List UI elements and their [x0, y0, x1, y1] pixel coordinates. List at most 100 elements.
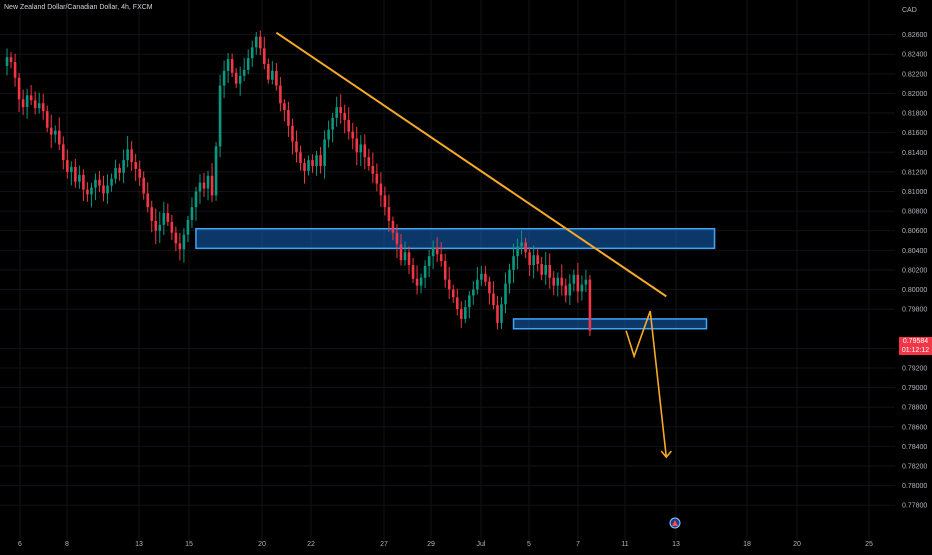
price-tick-label: 0.78600: [902, 424, 927, 431]
candle-body: [21, 99, 25, 108]
candle-body: [134, 162, 137, 169]
candle-body: [5, 57, 9, 66]
candle-body: [427, 256, 431, 266]
candle-body: [391, 220, 395, 233]
candle-body: [508, 269, 511, 284]
time-tick-label: 20: [258, 541, 266, 548]
price-tick-label: 0.81800: [902, 111, 927, 118]
candle-body: [371, 165, 375, 174]
candle-body: [258, 36, 262, 49]
candle-body: [170, 221, 174, 233]
candle-body: [206, 175, 210, 189]
candle-body: [110, 178, 113, 186]
price-tick-label: 0.80400: [902, 248, 927, 255]
candle-body: [210, 175, 214, 196]
candle-body: [496, 305, 499, 323]
candle-body: [387, 207, 391, 221]
candle-body: [560, 277, 564, 286]
price-axis-currency: CAD: [902, 7, 917, 14]
candle-body: [379, 183, 383, 196]
candle-body: [476, 279, 479, 290]
candle-body: [94, 179, 97, 188]
price-tick-label: 0.80200: [902, 267, 927, 274]
countdown-label: 01:12:12: [901, 347, 930, 354]
candle-body: [126, 149, 129, 161]
annotations: [275, 31, 672, 459]
candle-body: [174, 232, 178, 244]
candle-body: [423, 265, 427, 278]
price-tick-label: 0.82400: [902, 52, 927, 59]
candle-body: [568, 283, 572, 296]
time-tick-label: 29: [427, 541, 435, 548]
candle-body: [263, 48, 266, 65]
candle-body: [455, 297, 459, 310]
candle-body: [327, 129, 330, 140]
candle-body: [118, 167, 121, 173]
price-tick-label: 0.80600: [902, 228, 927, 235]
candle-body: [552, 277, 556, 286]
price-tick-label: 0.81400: [902, 150, 927, 157]
symbol-title: New Zealand Dollar/Canadian Dollar, 4h, …: [4, 4, 153, 11]
candle-body: [447, 279, 451, 290]
time-tick-label: 7: [576, 541, 580, 548]
candle-body: [411, 265, 415, 279]
event-icon: [669, 517, 681, 529]
candle-body: [363, 144, 367, 158]
candle-body: [548, 265, 552, 278]
candle-body: [254, 36, 258, 48]
candle-body: [524, 242, 527, 253]
candle-body: [488, 281, 491, 294]
candle-body: [512, 256, 515, 270]
price-tick-label: 0.81000: [902, 189, 927, 196]
candle-body: [74, 166, 77, 182]
time-tick-label: 18: [743, 541, 751, 548]
candle-body: [106, 185, 109, 194]
candle-body: [480, 273, 483, 280]
time-tick-label: 13: [672, 541, 680, 548]
time-tick-label: 25: [865, 541, 873, 548]
candle-body: [17, 77, 21, 100]
candle-body: [53, 130, 57, 135]
candle-body: [158, 224, 162, 231]
candle-body: [37, 103, 41, 109]
candle-body: [528, 252, 531, 265]
candle-body: [431, 247, 435, 257]
candle-body: [186, 219, 190, 235]
candle-body: [576, 274, 580, 292]
candle-body: [275, 70, 278, 86]
candle-body: [439, 254, 443, 262]
time-tick-label: 15: [185, 541, 193, 548]
candle-body: [178, 243, 182, 250]
candle-body: [319, 155, 322, 166]
candle-body: [246, 58, 250, 70]
candle-body: [540, 264, 543, 275]
price-tick-label: 0.78200: [902, 463, 927, 470]
projection-arrowhead: [660, 450, 672, 459]
candle-body: [138, 168, 141, 178]
candle-body: [194, 191, 198, 208]
price-tick-label: 0.82200: [902, 71, 927, 78]
candle-body: [504, 283, 507, 305]
candle-body: [464, 307, 467, 319]
price-tick-label: 0.79000: [902, 385, 927, 392]
candle-body: [142, 177, 145, 194]
candle-body: [214, 146, 218, 196]
candle-body: [41, 103, 45, 112]
candle-body: [375, 173, 379, 184]
candle-body: [66, 160, 69, 172]
candle-body: [359, 144, 363, 153]
candle-body: [166, 213, 170, 222]
candle-body: [536, 255, 539, 265]
candle-body: [451, 289, 455, 298]
candle-body: [242, 69, 246, 76]
price-tick-label: 0.79800: [902, 307, 927, 314]
current-price-label: 0.79584: [902, 338, 929, 345]
candle-body: [57, 130, 61, 145]
candle-body: [419, 277, 423, 286]
candle-body: [190, 207, 194, 220]
candle-body: [500, 304, 503, 323]
candle-body: [323, 139, 326, 166]
candle-body: [484, 273, 487, 282]
